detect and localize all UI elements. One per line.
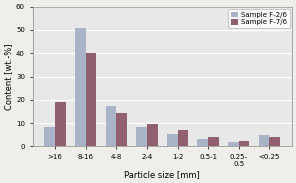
Bar bbox=[106, 106, 116, 146]
Bar bbox=[239, 141, 250, 146]
X-axis label: Particle size [mm]: Particle size [mm] bbox=[124, 170, 200, 179]
Bar bbox=[178, 130, 188, 146]
Bar bbox=[44, 127, 55, 146]
Bar bbox=[55, 102, 66, 146]
Bar bbox=[75, 28, 86, 146]
Bar bbox=[197, 139, 208, 146]
Bar bbox=[147, 124, 157, 146]
Bar bbox=[208, 137, 219, 146]
Bar bbox=[136, 127, 147, 146]
Y-axis label: Content [wt.-%]: Content [wt.-%] bbox=[4, 43, 13, 110]
Bar bbox=[167, 134, 178, 146]
Bar bbox=[228, 142, 239, 146]
Bar bbox=[269, 137, 280, 146]
Legend: Sample F-2/6, Sample F-7/6: Sample F-2/6, Sample F-7/6 bbox=[228, 9, 290, 28]
Bar bbox=[116, 113, 127, 146]
Bar bbox=[259, 135, 269, 146]
Bar bbox=[86, 53, 96, 146]
